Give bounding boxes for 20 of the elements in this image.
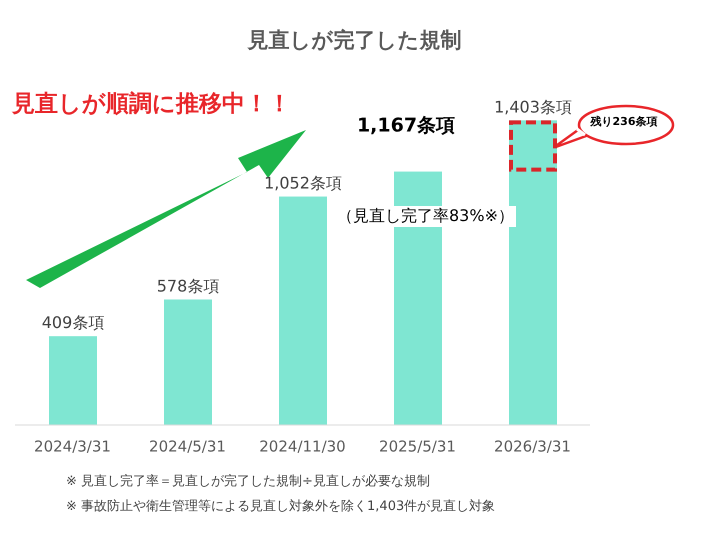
data-label: 578条項	[156, 276, 220, 296]
text: ※ 見直し完了率＝見直しが完了した規制÷見直しが必要な規制	[66, 473, 430, 490]
data-label: 409条項	[42, 313, 104, 332]
x-tick-label: 2024/11/30	[259, 438, 346, 456]
chart-title: 見直しが完了した規制	[246, 27, 462, 54]
bar	[49, 336, 97, 425]
x-tick-label: 2025/5/31	[379, 438, 456, 456]
text: 見直しが順調に推移中！！	[12, 90, 291, 119]
x-tick-label: 2026/3/31	[494, 438, 571, 456]
x-tick-label: 2024/3/31	[34, 438, 111, 456]
text: ※ 事故防止や衛生管理等による見直し対象外を除く1,403件が見直し対象	[66, 498, 496, 515]
text: 残り236条項	[589, 114, 658, 129]
data-label: 1,403条項	[494, 97, 572, 116]
data-label: 1,052条項	[264, 174, 342, 193]
bar	[279, 196, 327, 425]
bar	[164, 299, 212, 425]
x-tick-label: 2024/5/31	[149, 438, 226, 456]
bar	[509, 120, 557, 425]
annotation: （見直し完了率83%※）	[335, 206, 516, 227]
data-label: 1,167条項	[356, 114, 456, 137]
